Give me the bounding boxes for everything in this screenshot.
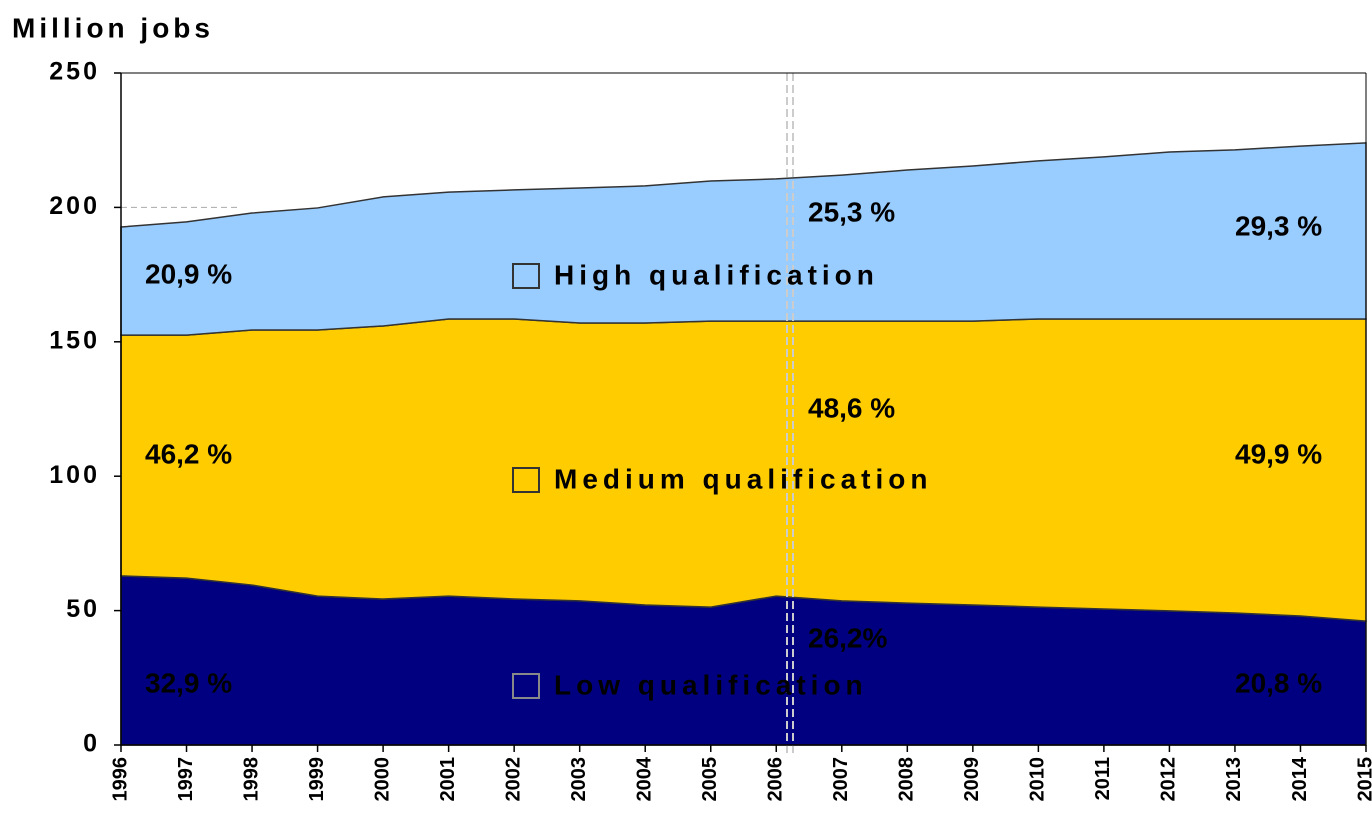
- x-tick-label: 2012: [1158, 757, 1180, 802]
- annotation: 32,9 %: [145, 667, 232, 698]
- x-tick-label: 2015: [1354, 757, 1372, 802]
- y-tick-label: 200: [49, 192, 100, 220]
- annotation: 29,3 %: [1235, 210, 1322, 241]
- y-tick-label: 250: [49, 58, 100, 86]
- legend-swatch: [512, 263, 540, 289]
- x-tick-label: 1998: [240, 757, 262, 802]
- legend-swatch: [512, 467, 540, 493]
- x-tick-label: 2008: [896, 757, 918, 802]
- x-tick-label: 2003: [568, 757, 590, 802]
- annotation: 20,8 %: [1235, 667, 1322, 698]
- x-tick-label: 2009: [961, 757, 983, 802]
- x-tick-label: 1996: [109, 757, 131, 802]
- y-tick-label: 150: [49, 326, 100, 354]
- x-tick-label: 1999: [306, 757, 328, 802]
- x-tick-label: 2005: [699, 757, 721, 802]
- x-tick-label: 2013: [1223, 757, 1245, 802]
- annotation: 48,6 %: [808, 392, 895, 423]
- y-tick-label: 50: [66, 595, 100, 623]
- annotation: 46,2 %: [145, 438, 232, 469]
- y-tick-label: 0: [83, 730, 100, 758]
- y-tick-label: 100: [49, 461, 100, 489]
- x-tick-label: 2010: [1027, 757, 1049, 802]
- annotation: 25,3 %: [808, 196, 895, 227]
- x-tick-label: 2002: [502, 757, 524, 802]
- x-tick-label: 2001: [437, 757, 459, 802]
- x-tick-label: 2014: [1289, 756, 1311, 801]
- legend-swatch: [512, 673, 540, 699]
- x-tick-label: 2000: [371, 757, 393, 802]
- x-tick-label: 2006: [765, 757, 787, 802]
- annotation: 20,9 %: [145, 258, 232, 289]
- x-tick-label: 2004: [633, 756, 655, 801]
- x-tick-label: 2011: [1092, 757, 1114, 800]
- chart-title: Million jobs: [12, 12, 214, 43]
- x-tick-label: 2007: [830, 757, 852, 802]
- annotation: 49,9 %: [1235, 438, 1322, 469]
- legend-label: Low qualification: [554, 669, 868, 700]
- area: [120, 142, 1367, 336]
- legend-label: Medium qualification: [554, 463, 932, 494]
- x-tick-label: 1997: [175, 757, 197, 802]
- legend-label: High qualification: [554, 259, 879, 290]
- annotation: 26,2%: [808, 622, 887, 653]
